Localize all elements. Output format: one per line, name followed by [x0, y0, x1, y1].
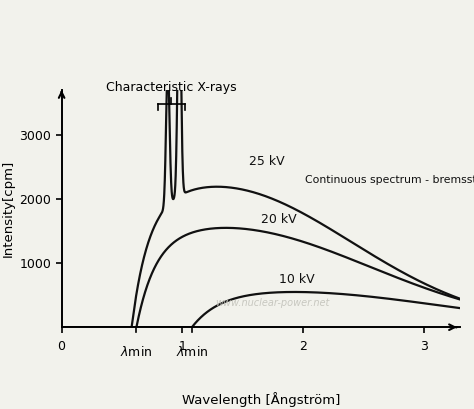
Text: 10 kV: 10 kV: [279, 273, 314, 286]
Y-axis label: Intensity[cpm]: Intensity[cpm]: [2, 160, 15, 257]
Text: 25 kV: 25 kV: [249, 155, 284, 168]
Text: Continuous spectrum - bremsstrahlung: Continuous spectrum - bremsstrahlung: [305, 175, 474, 185]
Text: $\lambda$min: $\lambda$min: [120, 345, 153, 359]
Text: 20 kV: 20 kV: [261, 213, 296, 226]
Text: Characteristic X-rays: Characteristic X-rays: [106, 81, 237, 94]
Text: $\lambda$min: $\lambda$min: [176, 345, 208, 359]
Text: www.nuclear-power.net: www.nuclear-power.net: [216, 298, 330, 308]
X-axis label: Wavelength [Ångström]: Wavelength [Ångström]: [182, 391, 340, 407]
